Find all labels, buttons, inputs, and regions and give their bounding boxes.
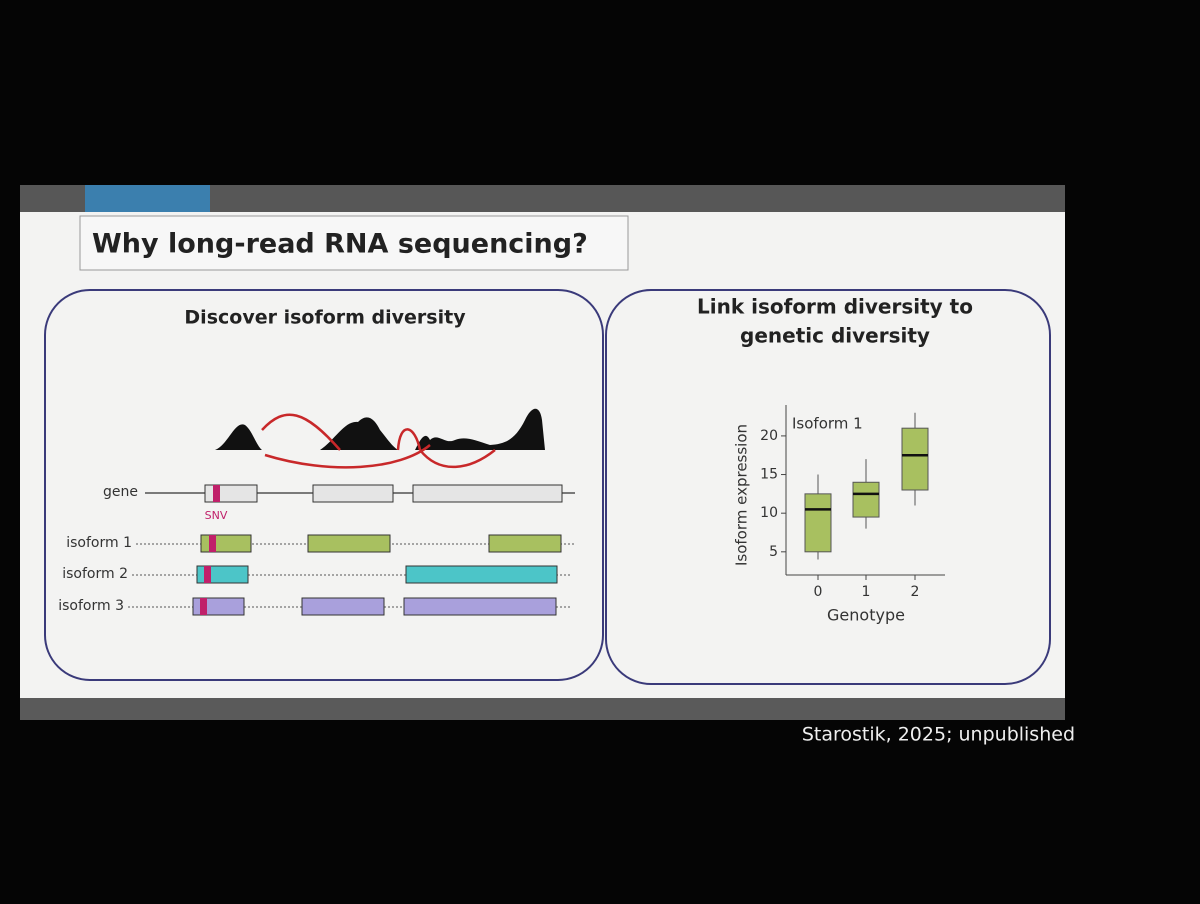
box bbox=[852, 481, 880, 518]
y-tick-label: 20 bbox=[760, 428, 778, 444]
y-tick-label: 15 bbox=[760, 467, 778, 483]
x-tick-label: 0 bbox=[814, 584, 823, 600]
title-box bbox=[79, 215, 629, 271]
panel-title: genetic diversity bbox=[740, 324, 930, 348]
exon bbox=[405, 565, 558, 584]
coverage bbox=[215, 408, 545, 450]
x-tick-label: 1 bbox=[862, 584, 871, 600]
box bbox=[804, 493, 832, 553]
exon bbox=[412, 484, 563, 503]
gene-label: gene bbox=[103, 484, 138, 500]
isoform-label: isoform 1 bbox=[66, 535, 132, 551]
top-bar-accent bbox=[85, 185, 210, 212]
splice-arcs bbox=[261, 413, 496, 469]
box bbox=[901, 427, 929, 491]
x-axis-title: Genotype bbox=[827, 606, 905, 625]
exon bbox=[301, 597, 385, 616]
exon bbox=[307, 534, 391, 553]
y-axis-title: Isoform expression bbox=[733, 424, 751, 566]
right-panel bbox=[605, 289, 1051, 685]
x-tick-label: 2 bbox=[911, 584, 920, 600]
snv bbox=[200, 598, 207, 615]
isoform-label: isoform 3 bbox=[58, 598, 124, 614]
snv bbox=[209, 535, 216, 552]
exon bbox=[403, 597, 557, 616]
chart-title: Isoform 1 bbox=[792, 415, 863, 433]
panel-title: Link isoform diversity to bbox=[697, 295, 973, 319]
y-tick-label: 5 bbox=[769, 544, 778, 560]
exon bbox=[488, 534, 562, 553]
isoform-label: isoform 2 bbox=[62, 566, 128, 582]
exon bbox=[312, 484, 394, 503]
snv-label: SNV bbox=[205, 509, 228, 522]
footer: Starostik, 2025; unpublished bbox=[802, 724, 1075, 746]
panel-title: Discover isoform diversity bbox=[184, 307, 466, 329]
left-panel bbox=[44, 289, 604, 681]
bottom-bar bbox=[20, 698, 1065, 720]
snv bbox=[213, 485, 220, 502]
y-tick-label: 10 bbox=[760, 505, 778, 521]
exon bbox=[204, 484, 258, 503]
slide-title: Why long-read RNA sequencing? bbox=[92, 229, 588, 260]
exon bbox=[200, 534, 252, 553]
snv bbox=[204, 566, 211, 583]
